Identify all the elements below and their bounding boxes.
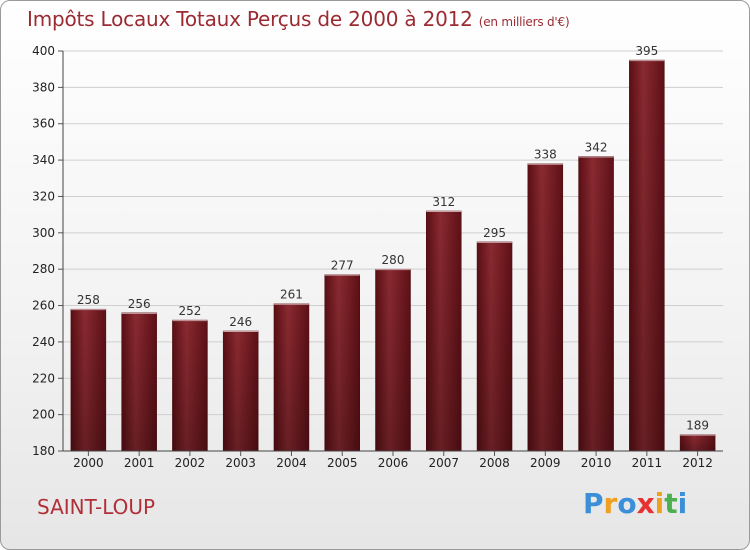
x-tick-label-2004: 2004 [276, 456, 307, 470]
bar-shade-2005 [324, 274, 360, 451]
data-label-2011: 395 [635, 44, 658, 58]
logo-letter: i [677, 487, 688, 520]
y-tick-label: 240 [32, 335, 55, 349]
bar-shade-2011 [629, 60, 665, 451]
bar-shade-2009 [527, 163, 563, 451]
bar-shade-2012 [680, 434, 716, 451]
chart-subtitle: (en milliers d'€) [478, 15, 570, 29]
data-label-2012: 189 [686, 419, 709, 433]
data-label-2004: 261 [280, 288, 303, 302]
bar-shade-2004 [273, 303, 309, 451]
x-tick-label-2012: 2012 [682, 456, 713, 470]
labels: 258 256 252 246 261 277 280 312 295 338 342 395 189 [77, 44, 709, 433]
bar-shade-2008 [477, 241, 513, 451]
bar-shade-2006 [375, 269, 411, 451]
x-tick-label-2009: 2009 [530, 456, 561, 470]
data-label-2002: 252 [178, 304, 201, 318]
data-label-2006: 280 [382, 253, 405, 267]
y-tick-label: 220 [32, 371, 55, 385]
x-tick-label-2006: 2006 [378, 456, 409, 470]
bar-shade-2010 [578, 156, 614, 452]
x-tick-label-2008: 2008 [479, 456, 510, 470]
y-tick-label: 380 [32, 80, 55, 94]
x-tick-label-2005: 2005 [327, 456, 358, 470]
data-label-2009: 338 [534, 148, 557, 162]
logo-letter: t [664, 487, 678, 520]
bar-shade-2001 [121, 312, 157, 451]
x-tick-label-2002: 2002 [175, 456, 206, 470]
axes: 180 200 220 240 260 280 300 320 340 360 380 400 2000… [32, 44, 723, 470]
y-tick-label: 260 [32, 299, 55, 313]
bar-shade-2002 [172, 320, 208, 451]
logo-letter: o [617, 487, 637, 520]
bar-shade-2007 [426, 211, 462, 451]
data-label-2003: 246 [229, 315, 252, 329]
y-tick-label: 360 [32, 117, 55, 131]
x-tick-label-2003: 2003 [225, 456, 256, 470]
y-tick-label: 280 [32, 262, 55, 276]
data-label-2008: 295 [483, 226, 506, 240]
logo-letter: i [654, 487, 665, 520]
y-tick-label: 300 [32, 226, 55, 240]
x-tick-label-2000: 2000 [73, 456, 104, 470]
logo-letter: P [583, 487, 604, 520]
bar-shade-2000 [70, 309, 106, 451]
y-tick-label: 180 [32, 444, 55, 458]
city-name: SAINT-LOUP [37, 495, 156, 519]
x-tick-label-2007: 2007 [428, 456, 459, 470]
x-tick-label-2011: 2011 [632, 456, 663, 470]
logo-letter: r [603, 487, 618, 520]
y-tick-label: 340 [32, 153, 55, 167]
bars [70, 59, 716, 452]
bar-shade-2003 [223, 331, 259, 451]
data-label-2000: 258 [77, 293, 100, 307]
data-label-2007: 312 [432, 195, 455, 209]
data-label-2010: 342 [585, 140, 608, 154]
y-tick-label: 320 [32, 189, 55, 203]
proxiti-logo[interactable]: Proxiti [583, 487, 687, 520]
y-tick-label: 400 [32, 44, 55, 58]
chart-title-text: Impôts Locaux Totaux Perçus de 2000 à 20… [27, 7, 473, 31]
logo-letter: x [636, 487, 655, 520]
y-tick-label: 200 [32, 408, 55, 422]
x-tick-label-2010: 2010 [581, 456, 612, 470]
data-label-2001: 256 [128, 297, 151, 311]
chart-title: Impôts Locaux Totaux Perçus de 2000 à 20… [27, 7, 570, 31]
x-tick-label-2001: 2001 [124, 456, 155, 470]
data-label-2005: 277 [331, 259, 354, 273]
